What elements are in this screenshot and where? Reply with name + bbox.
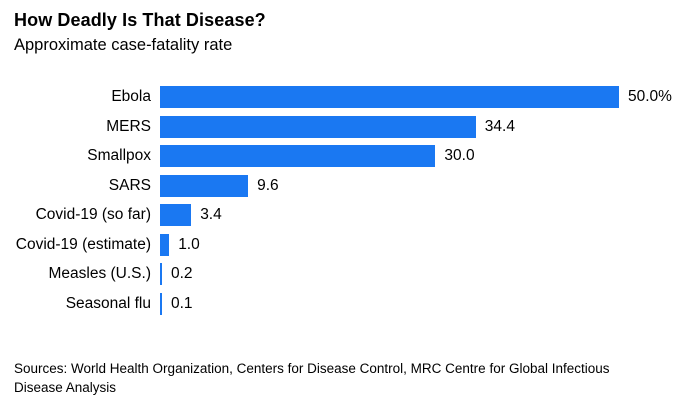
chart-row: Covid-19 (estimate) 1.0 xyxy=(14,230,666,260)
bar-chart: Ebola 50.0% MERS 34.4 Smallpox 30.0 SARS 9.6 Cov… xyxy=(14,83,672,319)
category-label: Ebola xyxy=(111,88,151,106)
bar xyxy=(160,174,249,197)
value-label: 0.2 xyxy=(171,265,193,283)
value-label: 30.0 xyxy=(444,147,475,165)
value-label: 34.4 xyxy=(484,117,515,135)
chart-row: Smallpox 30.0 xyxy=(14,142,666,172)
category-label: Smallpox xyxy=(87,147,151,165)
chart-row: Ebola 50.0% xyxy=(14,83,672,113)
category-label: SARS xyxy=(108,176,151,194)
category-label: Covid-19 (estimate) xyxy=(15,235,151,253)
value-label: 1.0 xyxy=(178,235,200,253)
category-label: Seasonal flu xyxy=(65,294,151,312)
category-label: MERS xyxy=(106,117,151,135)
value-label: 3.4 xyxy=(200,206,222,224)
chart-row: Seasonal flu 0.1 xyxy=(14,289,666,319)
bar xyxy=(160,145,436,168)
chart-row: Measles (U.S.) 0.2 xyxy=(14,260,666,290)
sources-text: Sources: World Health Organization, Cent… xyxy=(14,360,610,396)
bar xyxy=(160,204,192,227)
chart-title: How Deadly Is That Disease? xyxy=(14,10,266,30)
bar xyxy=(160,115,476,138)
bar xyxy=(160,233,170,256)
bar xyxy=(160,292,162,315)
category-label: Measles (U.S.) xyxy=(48,265,152,283)
chart-row: Covid-19 (so far) 3.4 xyxy=(14,201,666,231)
chart-row: MERS 34.4 xyxy=(14,112,666,142)
category-label: Covid-19 (so far) xyxy=(35,206,151,224)
bar xyxy=(160,86,619,109)
chart-subtitle: Approximate case-fatality rate xyxy=(14,35,233,54)
bar xyxy=(160,263,162,286)
chart-row: SARS 9.6 xyxy=(14,171,666,201)
value-label: 0.1 xyxy=(171,294,193,312)
value-label: 9.6 xyxy=(257,176,279,194)
value-label: 50.0% xyxy=(628,88,672,106)
